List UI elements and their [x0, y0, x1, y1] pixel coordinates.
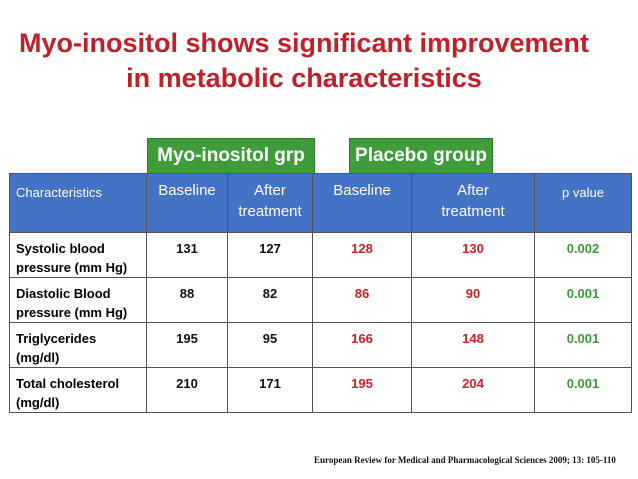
cell-placebo-after: 148 [411, 322, 535, 368]
header-placebo-after: After treatment [411, 173, 535, 233]
placebo-group-label: Placebo group [349, 138, 493, 174]
header-myo-baseline: Baseline [146, 173, 228, 233]
cell-p-value: 0.001 [534, 367, 632, 413]
cell-placebo-after: 130 [411, 232, 535, 278]
header-myo-after: After treatment [227, 173, 313, 233]
slide-title-line-2: in metabolic characteristics [126, 63, 482, 93]
table-header-row: Characteristics Baseline After treatment… [9, 173, 632, 233]
row-characteristic-line-2: pressure (mm Hg) [16, 305, 128, 320]
row-characteristic-line-1: Diastolic Blood [16, 286, 111, 301]
cell-placebo-baseline: 195 [312, 367, 412, 413]
cell-placebo-baseline: 128 [312, 232, 412, 278]
row-characteristic: Diastolic Blood pressure (mm Hg) [9, 277, 147, 323]
header-placebo-after-line-1: After [457, 182, 489, 199]
metabolic-table: Characteristics Baseline After treatment… [9, 173, 632, 413]
cell-myo-baseline: 210 [146, 367, 228, 413]
cell-myo-baseline: 88 [146, 277, 228, 323]
slide-title-line-1: Myo-inositol shows significant improveme… [18, 28, 590, 58]
header-p-value: p value [534, 173, 632, 233]
row-characteristic: Systolic blood pressure (mm Hg) [9, 232, 147, 278]
row-characteristic-line-2: (mg/dl) [16, 350, 60, 365]
table-row: Diastolic Blood pressure (mm Hg) 88 82 8… [9, 277, 632, 323]
slide-title: Myo-inositol shows significant improveme… [0, 26, 608, 96]
header-placebo-after-line-2: treatment [441, 203, 505, 220]
myo-inositol-group-label: Myo-inositol grp [147, 138, 315, 174]
cell-myo-after: 171 [227, 367, 313, 413]
row-characteristic-line-1: Total cholesterol [16, 376, 120, 391]
cell-p-value: 0.001 [534, 322, 632, 368]
cell-myo-after: 95 [227, 322, 313, 368]
cell-placebo-baseline: 166 [312, 322, 412, 368]
row-characteristic: Total cholesterol (mg/dl) [9, 367, 147, 413]
citation: European Review for Medical and Pharmaco… [314, 455, 616, 465]
row-characteristic: Triglycerides (mg/dl) [9, 322, 147, 368]
cell-placebo-baseline: 86 [312, 277, 412, 323]
cell-p-value: 0.002 [534, 232, 632, 278]
cell-p-value: 0.001 [534, 277, 632, 323]
row-characteristic-line-2: pressure (mm Hg) [16, 260, 128, 275]
header-characteristics: Characteristics [9, 173, 147, 233]
table-row: Systolic blood pressure (mm Hg) 131 127 … [9, 232, 632, 278]
cell-myo-after: 127 [227, 232, 313, 278]
table-row: Total cholesterol (mg/dl) 210 171 195 20… [9, 367, 632, 413]
cell-myo-baseline: 131 [146, 232, 228, 278]
header-placebo-baseline: Baseline [312, 173, 412, 233]
header-myo-after-line-2: treatment [238, 203, 302, 220]
row-characteristic-line-1: Systolic blood [16, 241, 105, 256]
cell-placebo-after: 204 [411, 367, 535, 413]
row-characteristic-line-2: (mg/dl) [16, 395, 60, 410]
cell-myo-baseline: 195 [146, 322, 228, 368]
header-myo-after-line-1: After [254, 182, 286, 199]
cell-placebo-after: 90 [411, 277, 535, 323]
table-row: Triglycerides (mg/dl) 195 95 166 148 0.0… [9, 322, 632, 368]
row-characteristic-line-1: Triglycerides [16, 331, 97, 346]
cell-myo-after: 82 [227, 277, 313, 323]
